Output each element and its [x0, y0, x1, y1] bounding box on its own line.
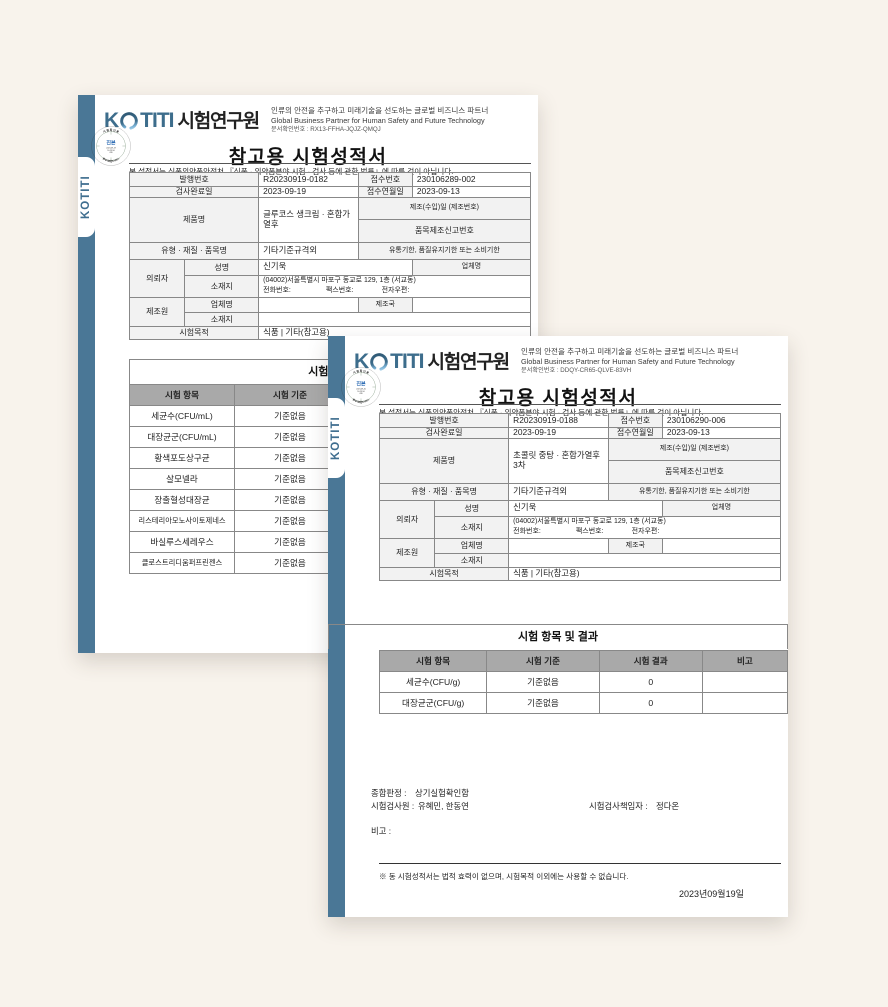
svg-text:시 험 확 인 용: 시 험 확 인 용: [102, 128, 120, 134]
svg-text:시 험 확 인 용: 시 험 확 인 용: [352, 369, 370, 375]
